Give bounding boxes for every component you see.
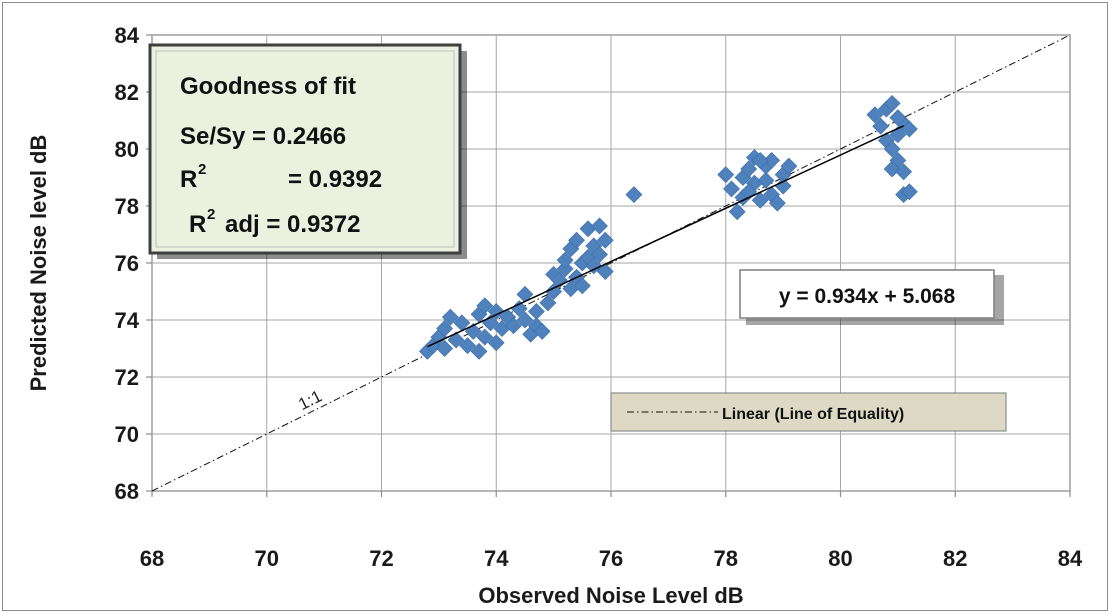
data-point <box>476 297 494 315</box>
gof-r2adj-superscript: 2 <box>207 206 215 223</box>
x-tick-label: 82 <box>943 546 967 571</box>
data-point <box>763 151 781 169</box>
data-point <box>717 166 735 184</box>
data-point <box>900 183 918 201</box>
y-axis-title: Predicted Noise level dB <box>26 135 51 392</box>
y-tick-label: 82 <box>115 80 139 105</box>
data-point <box>470 342 488 360</box>
x-tick-label: 72 <box>369 546 393 571</box>
line-of-equality <box>151 34 1071 492</box>
gof-r2adj-value: adj = 0.9372 <box>225 211 360 238</box>
legend-box <box>610 392 1007 432</box>
data-point <box>436 320 454 337</box>
gof-box-inner <box>155 50 455 248</box>
data-point <box>723 180 740 198</box>
gof-r2adj-label: R <box>189 211 206 238</box>
data-point <box>596 263 614 280</box>
data-point <box>487 303 505 320</box>
gof-r2-value: = 0.9392 <box>288 166 382 193</box>
data-point <box>591 217 608 235</box>
gof-r2-label: R <box>180 166 197 193</box>
y-tick-label: 80 <box>115 137 139 162</box>
data-point <box>573 277 591 295</box>
data-point <box>436 340 454 357</box>
equation-box <box>739 269 995 319</box>
legend-label: Linear (Line of Equality) <box>722 406 904 423</box>
x-tick-label: 84 <box>1058 546 1083 571</box>
data-point <box>728 203 746 221</box>
y-tick-label: 74 <box>115 308 140 333</box>
data-point <box>883 140 901 158</box>
x-tick-label: 80 <box>828 546 852 571</box>
y-tick-label: 72 <box>115 365 139 390</box>
data-point <box>596 231 614 249</box>
data-point <box>883 94 901 112</box>
data-point <box>556 251 574 269</box>
y-tick-label: 68 <box>115 479 139 504</box>
x-tick-label: 74 <box>484 546 509 571</box>
gof-r2-superscript: 2 <box>198 161 206 178</box>
data-point <box>568 231 585 249</box>
data-point <box>872 117 890 135</box>
y-tick-label: 84 <box>115 23 140 48</box>
x-tick-label: 76 <box>599 546 623 571</box>
data-point <box>539 294 557 312</box>
data-point <box>516 285 534 303</box>
gof-se-sy: Se/Sy = 0.2466 <box>180 123 346 150</box>
data-point <box>889 109 907 127</box>
y-tick-label: 70 <box>115 422 139 447</box>
data-point <box>585 257 603 275</box>
data-point <box>487 334 505 352</box>
data-point <box>441 308 459 326</box>
data-point <box>545 283 563 300</box>
data-point <box>751 151 769 169</box>
y-tick-label: 76 <box>115 251 139 276</box>
data-point <box>780 157 798 175</box>
data-point <box>591 246 608 263</box>
x-tick-label: 70 <box>255 546 279 571</box>
gof-box <box>148 43 462 255</box>
data-point <box>883 160 901 178</box>
data-point <box>751 191 769 209</box>
gof-title: Goodness of fit <box>180 73 356 100</box>
x-axis-title: Observed Noise Level dB <box>478 583 743 608</box>
data-point <box>625 186 643 204</box>
data-point <box>459 337 476 355</box>
data-point <box>516 311 534 329</box>
x-tick-label: 78 <box>714 546 738 571</box>
data-point <box>476 328 494 346</box>
data-point <box>740 160 758 178</box>
data-point <box>533 322 551 340</box>
data-point <box>757 171 775 189</box>
data-point <box>505 317 522 335</box>
data-point <box>866 106 884 124</box>
trend-equation: y = 0.934x + 5.068 <box>779 285 956 308</box>
y-tick-label: 78 <box>115 194 139 219</box>
data-point <box>556 260 574 278</box>
data-point <box>768 194 786 212</box>
data-point <box>895 163 913 181</box>
trend-line <box>427 125 904 348</box>
data-point <box>900 120 918 138</box>
x-tick-label: 68 <box>140 546 164 571</box>
